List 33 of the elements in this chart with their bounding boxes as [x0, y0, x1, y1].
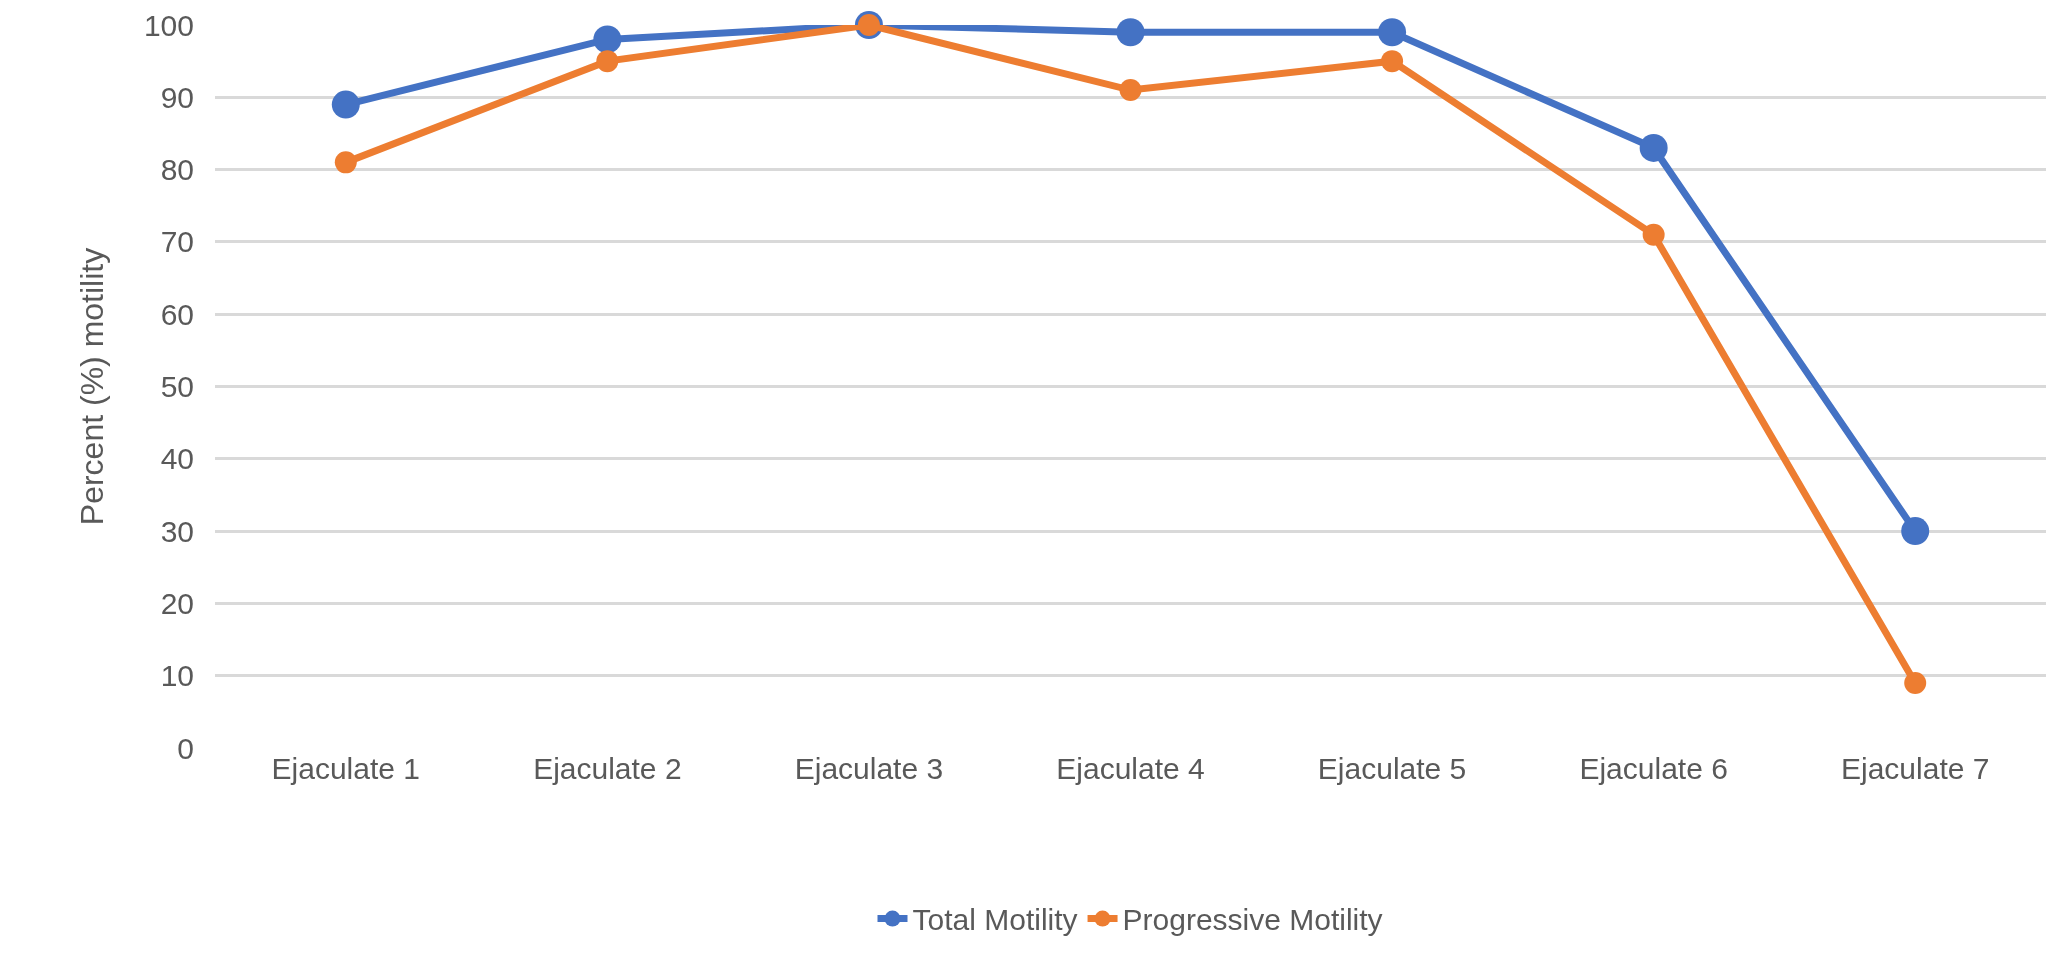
- y-tick-label: 40: [160, 442, 194, 476]
- point: [1119, 79, 1142, 102]
- y-tick-label: 70: [160, 225, 194, 259]
- x-tick-label: Ejaculate 7: [1840, 752, 1990, 785]
- y-tick-label: 0: [177, 731, 194, 765]
- y-tick-label: 30: [160, 514, 194, 548]
- y-tick-label: 100: [143, 8, 194, 42]
- y-tick-label: 50: [160, 370, 194, 403]
- y-tick-label: 90: [160, 80, 194, 114]
- x-tick-label: Ejaculate 1: [271, 752, 421, 785]
- point: [334, 151, 357, 174]
- point: [1904, 671, 1927, 694]
- point: [593, 25, 622, 54]
- y-tick-label: 80: [160, 153, 194, 187]
- point: [1639, 133, 1668, 162]
- point: [1901, 517, 1930, 546]
- x-tick-label: Ejaculate 4: [1056, 752, 1205, 785]
- point: [1642, 223, 1665, 246]
- point: [1381, 50, 1404, 73]
- point: [1116, 18, 1145, 47]
- point: [331, 90, 360, 119]
- y-tick-label: 20: [160, 586, 194, 620]
- legend-label: Progressive Motility: [1122, 903, 1383, 937]
- y-axis-title: Percent (%) motility: [74, 247, 111, 526]
- x-tick-label: Ejaculate 3: [794, 752, 944, 785]
- x-tick-label: Ejaculate 2: [533, 752, 682, 785]
- y-tick-label: 10: [160, 659, 194, 693]
- legend-label: Total Motility: [912, 903, 1078, 937]
- x-tick-label: Ejaculate 6: [1579, 752, 1728, 785]
- y-tick-label: 60: [160, 297, 194, 331]
- point: [1378, 18, 1407, 47]
- point: [596, 50, 619, 73]
- x-tick-label: Ejaculate 5: [1317, 752, 1467, 785]
